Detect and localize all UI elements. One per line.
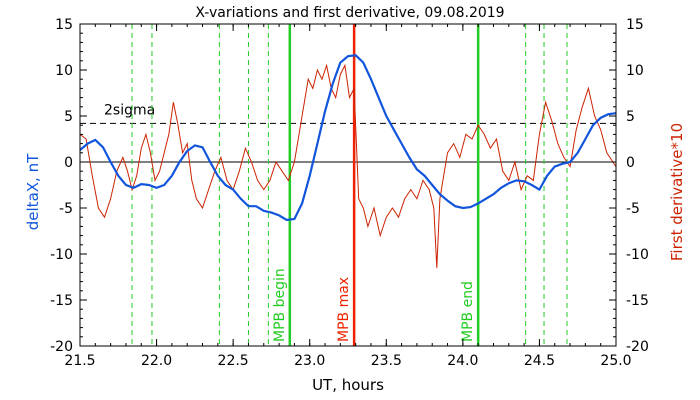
y-right-tick-label: -20 xyxy=(626,339,649,355)
x-tick-label: 23.0 xyxy=(294,353,325,369)
y-left-tick-label: -15 xyxy=(50,293,73,309)
plot-area: 2sigma MPB begin MPB max MPB end xyxy=(79,24,617,346)
y-left-axis-ticks: -20 -15 -10 -5 0 5 10 15 xyxy=(50,17,87,355)
y-left-tick-label: 5 xyxy=(64,109,73,125)
axis-frame xyxy=(79,23,617,347)
y-left-tick-label: 0 xyxy=(64,155,73,171)
y-right-tick-label: -15 xyxy=(626,293,649,309)
x-axis-ticks: 21.5 22.0 22.5 23.0 23.5 24.0 24.5 25.0 xyxy=(64,24,632,369)
chart-title: X-variations and first derivative, 09.08… xyxy=(195,5,504,21)
y-right-axis-ticks: -20 -15 -10 -5 0 5 10 15 xyxy=(609,17,649,355)
mpb-max-label: MPB max xyxy=(336,277,352,342)
y-right-tick-label: 5 xyxy=(626,109,635,125)
y-right-tick-label: -5 xyxy=(626,201,640,217)
series-line-deltax xyxy=(79,54,617,222)
axes: 21.5 22.0 22.5 23.0 23.5 24.0 24.5 25.0 -20-15-… xyxy=(50,17,649,369)
mpb-marker-labels: MPB begin MPB max MPB end xyxy=(272,268,476,342)
y-right-tick-label: 0 xyxy=(626,155,635,171)
x-tick-label: 22.5 xyxy=(218,353,249,369)
x-tick-label: 24.5 xyxy=(524,353,555,369)
mpb-end-label: MPB end xyxy=(460,281,476,342)
y-left-tick-label: -20 xyxy=(50,339,73,355)
y-right-tick-label: -10 xyxy=(626,247,649,263)
y-left-tick-label: -10 xyxy=(50,247,73,263)
x-tick-label: 24.0 xyxy=(447,353,478,369)
y-right-tick-label: 15 xyxy=(626,17,644,33)
x-tick-label: 21.5 xyxy=(64,353,95,369)
x-axis-label: UT, hours xyxy=(312,376,384,394)
y-left-axis-label: deltaX, nT xyxy=(24,153,42,230)
y-left-tick-label: 10 xyxy=(55,63,73,79)
y-right-axis-label: First derivative*10 xyxy=(668,123,686,261)
2sigma-label: 2sigma xyxy=(104,102,155,118)
x-tick-label: 23.5 xyxy=(371,353,402,369)
x-tick-label: 22.0 xyxy=(141,353,172,369)
x-tick-label: 25.0 xyxy=(600,353,631,369)
mpb-marker-lines xyxy=(288,24,480,346)
y-left-tick-label: -5 xyxy=(59,201,73,217)
y-right-tick-label: 10 xyxy=(626,63,644,79)
mpb-begin-label: MPB begin xyxy=(272,268,288,342)
y-left-tick-label: 15 xyxy=(55,17,73,33)
